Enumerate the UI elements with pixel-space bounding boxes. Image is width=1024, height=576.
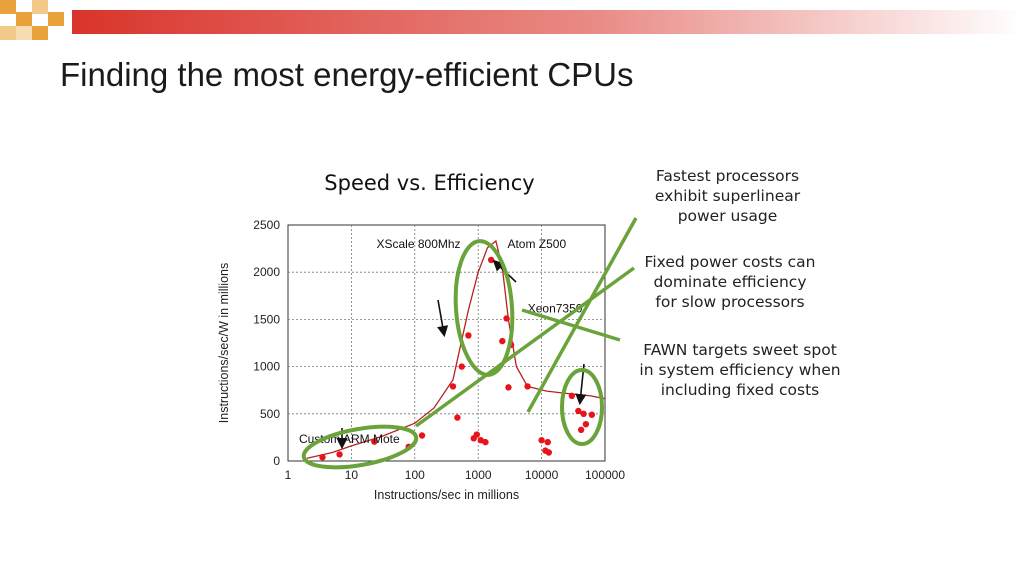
y-tick-label: 2500: [253, 218, 280, 232]
pointer-line-fixed-costs: [414, 266, 636, 428]
x-tick-label: 1000: [465, 468, 492, 482]
y-tick-label: 1500: [253, 312, 280, 326]
data-point: [465, 332, 472, 339]
trend-curve: [306, 239, 606, 459]
y-tick-label: 1000: [253, 360, 280, 374]
arrow-xscale: [437, 299, 449, 338]
slide-title: Finding the most energy-efficient CPUs: [60, 56, 634, 93]
x-tick-label: 10000: [525, 468, 559, 482]
data-point: [458, 363, 465, 370]
plot-frame: [287, 224, 606, 462]
data-point: [544, 438, 551, 446]
data-point: [575, 407, 582, 415]
x-tick-label: 1: [285, 468, 292, 482]
x-axis-label: Instructions/sec in millions: [374, 488, 519, 502]
pointer-line-fawn: [521, 308, 621, 342]
y-axis-label: Instructions/sec/W in millions: [217, 263, 231, 423]
data-point: [545, 449, 553, 456]
data-point: [503, 315, 510, 322]
data-point: [538, 437, 545, 444]
x-tick-label: 100: [405, 468, 425, 482]
data-point: [524, 383, 531, 390]
data-point: [577, 426, 585, 434]
x-tick-label: 100000: [585, 468, 625, 482]
data-point: [582, 420, 590, 428]
x-tick-label: 10: [345, 468, 359, 482]
data-point: [588, 411, 596, 418]
pointer-line-superlinear: [526, 217, 638, 413]
annotation-atom: Atom Z500: [507, 237, 566, 251]
data-point: [487, 256, 495, 264]
chart-title: Speed vs. Efficiency: [324, 171, 534, 195]
data-point: [319, 454, 326, 461]
data-point: [418, 432, 426, 439]
note-fixed-costs: Fixed power costs can dominate efficienc…: [644, 253, 816, 311]
data-point: [336, 451, 343, 458]
annotation-arm-mote: Custom ARM Mote: [299, 432, 400, 446]
annotation-xscale: XScale 800Mhz: [377, 237, 461, 251]
data-point: [482, 438, 489, 446]
annotation-xeon: Xeon7350: [528, 301, 583, 315]
highlight-ellipse-slow: [301, 424, 419, 470]
data-point: [454, 414, 461, 421]
data-point: [473, 431, 480, 438]
y-tick-label: 0: [273, 454, 280, 468]
note-superlinear: Fastest processors exhibit superlinear p…: [654, 167, 801, 225]
y-tick-label: 2000: [253, 265, 280, 279]
y-tick-label: 500: [260, 407, 280, 421]
data-point: [505, 384, 512, 391]
data-point: [499, 337, 506, 345]
note-fawn: FAWN targets sweet spot in system effici…: [639, 341, 841, 399]
data-point: [580, 410, 587, 417]
data-point: [568, 392, 576, 400]
data-point: [449, 383, 457, 390]
title-bar-decoration: [0, 0, 1024, 40]
highlight-ellipse-xeon: [560, 368, 604, 446]
data-point: [371, 438, 378, 445]
